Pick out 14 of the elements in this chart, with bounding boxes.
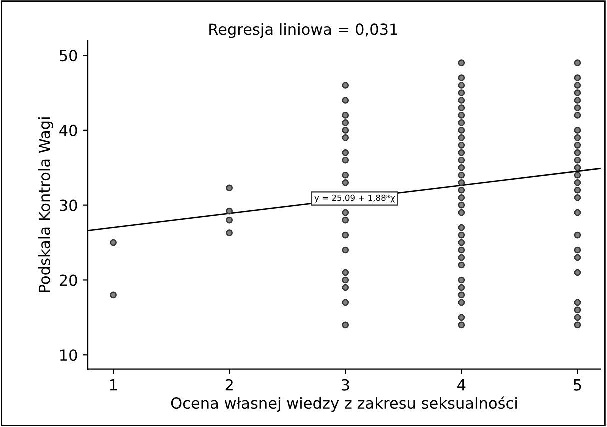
chart-title: Regresja liniowa = 0,031 xyxy=(210,23,398,38)
x-tick-label: 3 xyxy=(342,379,350,391)
x-tick-label: 2 xyxy=(226,379,233,391)
y-tick-label: 40 xyxy=(60,124,78,136)
y-tick-label: 30 xyxy=(60,200,78,212)
y-tick-label: 20 xyxy=(60,274,78,286)
x-axis-title: Ocena własnej wiedzy z zakresu seksualności xyxy=(171,396,517,412)
y-axis-title: Podskala Kontrola Wagi xyxy=(38,118,54,292)
x-tick-label: 5 xyxy=(574,380,582,391)
y-tick-label: 50 xyxy=(60,50,78,62)
y-tick-label: 10 xyxy=(60,350,78,362)
x-tick-label: 1 xyxy=(110,380,117,391)
x-tick-label: 4 xyxy=(458,380,466,391)
annotation: y = 25,09 + 1,88*χ xyxy=(314,194,396,203)
